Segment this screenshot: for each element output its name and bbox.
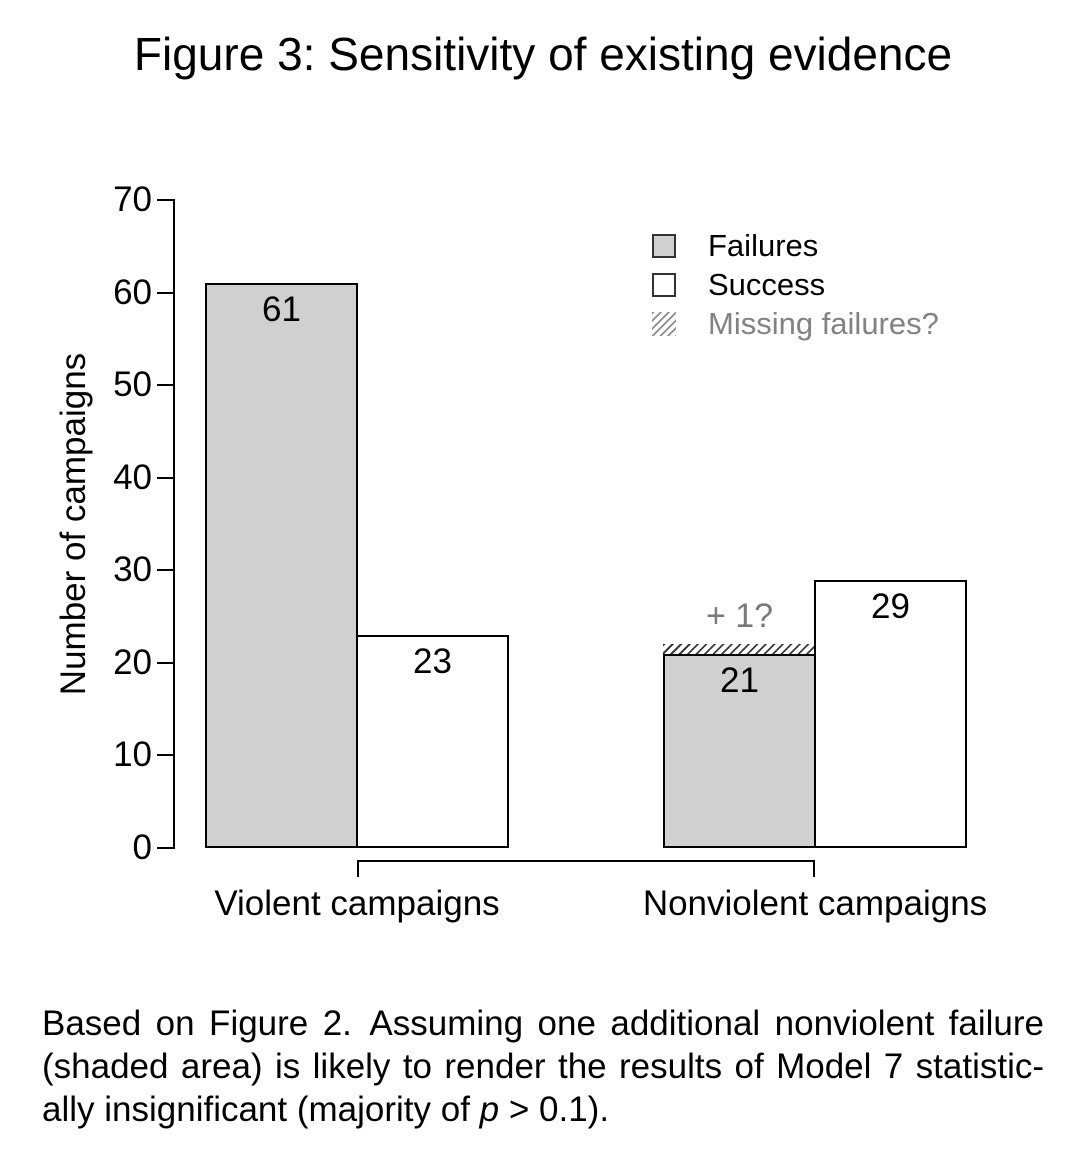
y-axis-tick	[157, 199, 173, 201]
y-axis-tick-label: 60	[113, 272, 152, 312]
legend-swatch-failures-icon	[652, 233, 676, 258]
caption-line-3-post: > 0.1).	[499, 1090, 610, 1129]
y-axis-tick	[157, 754, 173, 757]
bar-value-label: 29	[871, 586, 910, 626]
y-axis-tick	[157, 291, 173, 294]
bar-nonviolent-campaigns-success: 29	[814, 579, 967, 848]
p-value-symbol: p	[479, 1090, 500, 1129]
figure-caption: Based on Figure 2. Assuming one addition…	[42, 1002, 1044, 1131]
y-axis-tick-label: 70	[113, 180, 152, 219]
y-axis-tick	[157, 847, 173, 849]
legend-swatch-missing-failures-icon	[652, 311, 676, 336]
plus-one-annotation: + 1?	[705, 597, 774, 636]
caption-line-3-pre: ally insignificant (majority of	[42, 1090, 480, 1129]
y-axis-tick	[157, 476, 173, 479]
x-axis-tick-left	[357, 860, 359, 877]
bar-value-label: 23	[413, 642, 452, 682]
legend-label-success: Success	[708, 267, 826, 302]
missing-failures-hatch-area	[663, 644, 814, 654]
y-axis-tick-label: 0	[132, 828, 152, 867]
legend-label-missing-failures: Missing failures?	[708, 306, 939, 341]
category-label-violent: Violent campaigns	[214, 884, 500, 923]
legend-row-failures: Failures	[652, 226, 939, 265]
legend: Failures Success Missing failures?	[652, 226, 939, 343]
y-axis-tick-label: 30	[113, 550, 152, 590]
y-axis-tick-label: 50	[113, 365, 152, 405]
x-axis-line	[357, 860, 815, 862]
legend-swatch-success-icon	[652, 272, 676, 297]
figure-title: Figure 3: Sensitivity of existing eviden…	[133, 28, 953, 80]
y-axis-tick-label: 20	[113, 642, 152, 682]
bar-nonviolent-campaigns-failures: 21	[663, 653, 816, 848]
y-axis-tick	[157, 384, 173, 387]
bar-violent-campaigns-failures: 61	[205, 283, 358, 848]
bar-value-label: 61	[262, 290, 301, 330]
legend-row-missing-failures: Missing failures?	[652, 304, 939, 343]
y-axis-line	[173, 199, 175, 849]
bar-violent-campaigns-success: 23	[356, 635, 509, 848]
y-axis-tick	[157, 569, 173, 572]
category-label-nonviolent: Nonviolent campaigns	[642, 884, 988, 923]
bar-chart: Number of campaigns 0 10 20 30 40 50 60 70 61 21…	[54, 180, 988, 923]
y-axis-tick-label: 10	[113, 735, 152, 775]
y-axis-tick-label: 40	[113, 457, 152, 497]
legend-label-failures: Failures	[708, 228, 819, 263]
y-axis-tick	[157, 661, 173, 664]
caption-line-1: Based on Figure 2. Assuming one addition…	[42, 1004, 1044, 1043]
x-axis-tick-right	[813, 860, 815, 877]
caption-line-2: (shaded area) is likely to render the re…	[42, 1047, 1044, 1086]
caption-line-3: ally insignificant (majority of p > 0.1)…	[42, 1088, 1044, 1131]
legend-row-success: Success	[652, 265, 939, 304]
bar-value-label: 21	[720, 660, 759, 700]
